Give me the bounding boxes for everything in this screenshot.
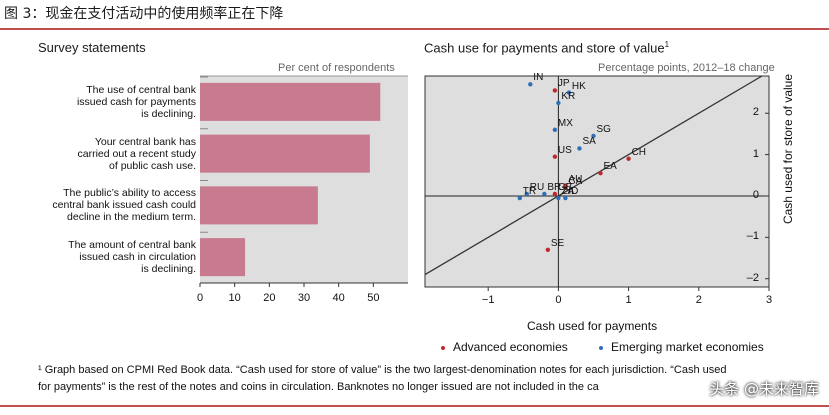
bar-x-tick-label: 0 <box>196 292 204 304</box>
legend-advanced-dot <box>441 345 445 350</box>
footnote-line-1: ¹ Graph based on CPMI Red Book data. “Ca… <box>38 364 727 376</box>
scatter-plot-background <box>424 75 770 288</box>
point-label-id: ID <box>568 186 579 198</box>
scatter-point-mx <box>552 127 558 132</box>
bar-x-tick-label: 40 <box>332 292 345 304</box>
right-panel-title: Cash use for payments and store of value… <box>424 40 669 55</box>
left-panel-title: Survey statements <box>38 40 146 55</box>
scatter-point-id <box>563 195 568 201</box>
right-panel-title-text: Cash use for payments and store of value <box>424 40 665 56</box>
right-panel-subtitle: Percentage points, 2012–18 change <box>598 62 775 74</box>
point-label-us: US <box>557 144 572 156</box>
footnote: ¹ Graph based on CPMI Red Book data. “Ca… <box>38 362 798 396</box>
bar-label-line: central bank issued cash could <box>52 199 196 212</box>
scatter-y-axis-label: Cash used for store of value <box>781 73 795 225</box>
scatter-x-tick-label: 3 <box>765 294 773 306</box>
scatter-x-axis-label: Cash used for payments <box>527 319 658 333</box>
point-label-br: BR <box>547 181 562 193</box>
scatter-point-se <box>545 247 551 252</box>
point-label-in: IN <box>533 72 544 84</box>
point-label-kr: KR <box>561 90 576 102</box>
scatter-x-tick-label: −1 <box>481 294 495 306</box>
right-panel-title-sup: 1 <box>664 40 670 49</box>
scatter-y-tick-label: –1 <box>746 230 759 243</box>
bar-label-line: carried out a recent study <box>77 147 196 160</box>
bar-label-1: The use of central bank issued cash for p… <box>20 84 196 120</box>
bar-x-tick-label: 10 <box>228 292 241 304</box>
figure-title: 图 3：现金在支付活动中的使用频率正在下降 <box>4 6 284 22</box>
scatter-point-in <box>528 82 533 87</box>
scatter-x-tick-label: 1 <box>625 294 632 306</box>
title-rule <box>0 28 829 30</box>
bar-label-3: The public’s ability to access central ba… <box>20 187 196 223</box>
point-label-ch: CH <box>631 146 647 158</box>
point-label-za: ZA <box>561 186 575 198</box>
scatter-y-tick-label: 1 <box>752 147 759 160</box>
bar-x-tick-label: 20 <box>263 292 276 304</box>
bar-x-tick-label: 50 <box>367 292 380 304</box>
point-label-mx: MX <box>557 117 573 129</box>
scatter-y-tick-label: 0 <box>752 188 759 201</box>
bar-label-line: issued cash for payments <box>76 95 196 108</box>
bar-label-line: decline in the medium term. <box>67 211 196 224</box>
bar-label-line: is declining. <box>141 263 196 276</box>
legend-emerging: Emerging market economies <box>599 340 764 354</box>
point-label-sa: SA <box>582 136 596 148</box>
scatter-point-ca <box>563 185 568 190</box>
bar-x-tick-label: 30 <box>297 292 311 304</box>
legend-advanced: Advanced economies <box>441 340 568 354</box>
point-label-hk: HK <box>571 80 586 92</box>
scatter-y-tick-label: –2 <box>746 271 759 284</box>
bar-1 <box>200 82 381 121</box>
bar-label-line: is declining. <box>141 107 196 120</box>
scatter-point-gb <box>552 191 558 197</box>
bar-label-line: The use of central bank <box>86 83 196 96</box>
bar-3 <box>200 186 318 225</box>
bar-label-line: The amount of central bank <box>68 239 196 252</box>
scatter-point-za <box>556 195 561 201</box>
bar-label-2: Your central bank has carried out a recen… <box>20 136 196 172</box>
scatter-point-tr <box>517 195 522 201</box>
point-label-tr: TR <box>522 186 537 198</box>
bar-label-4: The amount of central bank issued cash in… <box>20 239 196 275</box>
point-label-ca: CA <box>568 175 583 187</box>
scatter-point-jp <box>552 88 558 93</box>
legend-emerging-dot <box>599 345 603 350</box>
scatter-point-ch <box>626 156 631 161</box>
bar-label-line: The public’s ability to access <box>63 187 196 200</box>
bottom-rule <box>0 405 829 407</box>
legend-advanced-label: Advanced economies <box>453 340 568 354</box>
scatter-point-kr <box>556 100 561 106</box>
footnote-line-2: for payments” is the rest of the notes a… <box>38 381 599 393</box>
point-label-se: SE <box>550 237 565 249</box>
scatter-y-tick-label: 2 <box>752 106 759 119</box>
legend-emerging-label: Emerging market economies <box>611 340 764 354</box>
point-label-au: AU <box>568 173 583 185</box>
scatter-point-sa <box>577 146 582 151</box>
point-label-ea: EA <box>603 161 617 173</box>
scatter-point-us <box>552 154 558 159</box>
bar-label-line: Your central bank has <box>94 135 196 148</box>
scatter-point-hk <box>566 90 572 95</box>
scatter-point-ea <box>598 171 603 176</box>
scatter-point-ru <box>524 191 529 197</box>
scatter-point-br <box>542 191 547 197</box>
scatter-45-degree-line <box>424 75 763 276</box>
scatter-x-tick-label: 0 <box>555 294 562 306</box>
point-label-ru: RU <box>529 181 545 193</box>
bar-label-line: issued cash in circulation <box>79 251 196 264</box>
watermark: 头条 @未来智库 <box>709 380 819 398</box>
point-label-jp: JP <box>557 78 570 90</box>
scatter-point-sg <box>591 133 596 139</box>
left-panel-subtitle: Per cent of respondents <box>278 62 395 74</box>
bar-4 <box>200 238 246 277</box>
scatter-x-tick-label: 2 <box>695 294 702 306</box>
bar-2 <box>200 134 370 173</box>
bar-label-line: of public cash use. <box>109 159 196 172</box>
point-label-gb: GB <box>557 181 573 193</box>
point-label-sg: SG <box>596 123 611 135</box>
